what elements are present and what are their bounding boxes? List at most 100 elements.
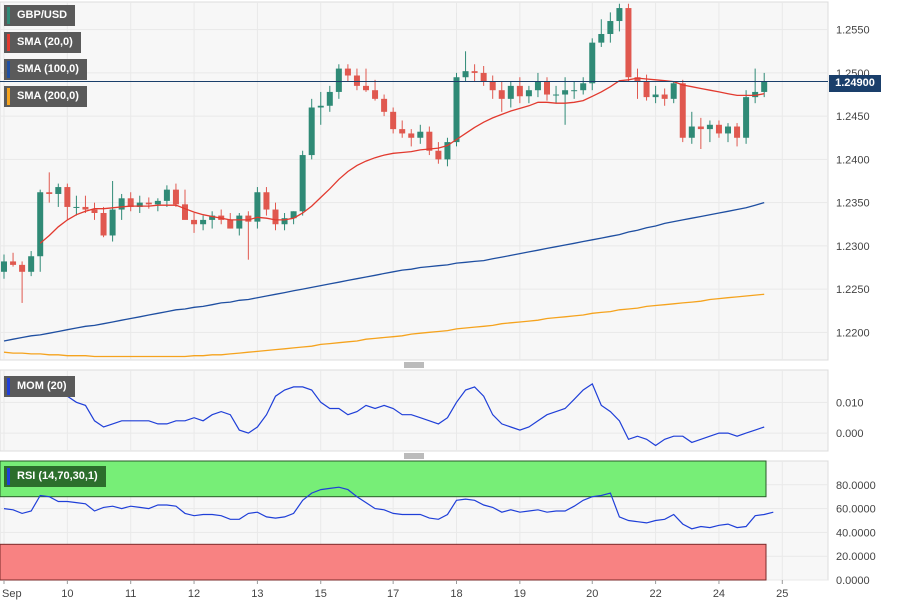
mom-y-tick-label: 0.010 [836, 397, 864, 409]
momentum-panel-background [0, 369, 829, 452]
candle-body [64, 187, 71, 207]
legend-sma100-label: SMA (100,0) [17, 63, 79, 75]
candle-body [100, 212, 107, 236]
x-tick-label: 15 [315, 588, 327, 600]
candle-body [390, 111, 397, 130]
candle-body [507, 85, 514, 99]
legend-rsi[interactable]: RSI (14,70,30,1) [4, 466, 106, 487]
candle-body [408, 133, 415, 138]
candle-body [372, 90, 379, 99]
candle-body [634, 77, 641, 82]
candle-body [697, 126, 704, 130]
candle-body [37, 192, 44, 257]
candle-body [715, 124, 722, 134]
candle-body [163, 189, 170, 201]
candle-body [55, 187, 62, 194]
sma200-line [3, 293, 765, 358]
x-tick-label: 13 [251, 588, 263, 600]
rsi-zones [0, 460, 767, 581]
candle-body [73, 206, 80, 208]
candle-body [381, 98, 388, 112]
symbol-swatch [7, 7, 10, 24]
candle-body [272, 209, 279, 225]
candle-body [544, 81, 550, 95]
candle-body [489, 81, 496, 91]
panel-resize-handles[interactable] [404, 362, 424, 459]
candle-body [200, 219, 207, 225]
sma100-swatch [7, 61, 10, 78]
candle-body [10, 261, 17, 265]
candle-body [426, 131, 433, 151]
rsi-swatch [7, 468, 10, 485]
x-tick-label: 19 [514, 588, 526, 600]
rsi-line [3, 486, 774, 530]
sma20-swatch [7, 34, 10, 51]
legend-sma200[interactable]: SMA (200,0) [4, 86, 87, 107]
momentum-line [3, 377, 765, 447]
candle-body [46, 192, 53, 194]
candle-body [652, 94, 659, 98]
candle-body [363, 85, 369, 91]
candle-body [734, 126, 741, 138]
candle-body [91, 209, 98, 213]
candle-body [743, 97, 750, 138]
y-axis-labels: 1.2200 1.2250 1.2300 1.2350 1.2400 1.2450 1.25… [836, 25, 876, 587]
legend-symbol[interactable]: GBP/USD [4, 5, 76, 26]
candle-body [417, 131, 424, 138]
candle-body [263, 192, 270, 210]
legend-symbol-label: GBP/USD [17, 9, 68, 21]
candle-body [191, 219, 198, 225]
x-tick-label: 24 [713, 588, 725, 600]
candle-body [706, 124, 713, 130]
rsi-y-tick-label: 40.0000 [836, 527, 876, 539]
candle-body [471, 71, 478, 73]
candle-body [118, 198, 125, 210]
candle-body [344, 68, 351, 76]
candle-body [109, 209, 116, 236]
candle-body [598, 33, 605, 43]
candle-body [571, 90, 578, 92]
price-y-tick-label: 1.2550 [836, 25, 870, 37]
x-tick-label: 10 [61, 588, 73, 600]
legend-mom[interactable]: MOM (20) [4, 376, 75, 397]
candle-body [254, 192, 261, 222]
x-tick-label: 18 [450, 588, 462, 600]
candle-body [616, 8, 623, 22]
legend-mom-label: MOM (20) [17, 380, 67, 392]
price-y-tick-label: 1.2450 [836, 111, 870, 123]
candle-body [435, 150, 442, 160]
candle-body [353, 75, 360, 86]
rsi-y-tick-label: 20.0000 [836, 551, 876, 563]
legend-sma100[interactable]: SMA (100,0) [4, 59, 87, 80]
candle-body [688, 126, 695, 138]
sma100-line [3, 201, 765, 342]
x-tick-label: 12 [188, 588, 200, 600]
candle-body [625, 8, 632, 78]
candle-body [752, 91, 759, 98]
candle-body [136, 202, 143, 207]
legend-rsi-label: RSI (14,70,30,1) [17, 470, 98, 482]
candle-body [172, 189, 179, 205]
candle-body [308, 107, 315, 156]
candle-body [525, 90, 532, 97]
candle-body [516, 85, 523, 97]
candle-body [670, 83, 677, 99]
candle-body [589, 42, 596, 84]
candle-body [399, 129, 406, 134]
candle-body [127, 198, 134, 207]
price-y-tick-label: 1.2250 [836, 284, 870, 296]
candle-body [281, 218, 288, 225]
candle-body [498, 90, 505, 99]
rsi-y-tick-label: 60.0000 [836, 504, 876, 516]
mom-y-tick-label: 0.000 [836, 428, 864, 440]
legend-sma20[interactable]: SMA (20,0) [4, 32, 81, 53]
candle-body [317, 105, 324, 108]
indicator-lines [0, 77, 828, 530]
price-y-tick-label: 1.2300 [836, 241, 870, 253]
candle-body [28, 256, 35, 272]
candle-body [453, 77, 460, 143]
candle-body [580, 83, 587, 91]
candle-body [335, 68, 342, 92]
candle-body [82, 206, 89, 210]
